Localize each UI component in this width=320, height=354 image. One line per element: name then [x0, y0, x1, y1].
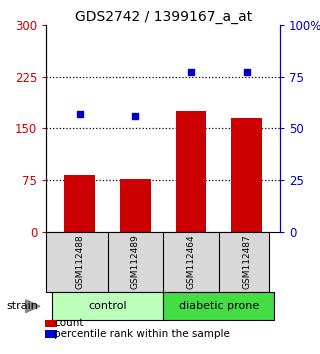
Bar [64, 175, 95, 232]
Text: count: count [54, 318, 84, 328]
Text: percentile rank within the sample: percentile rank within the sample [54, 329, 230, 339]
Text: GSM112487: GSM112487 [242, 235, 251, 289]
Text: GSM112488: GSM112488 [75, 235, 84, 289]
Title: GDS2742 / 1399167_a_at: GDS2742 / 1399167_a_at [75, 10, 252, 24]
Bar [176, 111, 206, 232]
Text: diabetic prone: diabetic prone [179, 301, 259, 311]
Point [77, 111, 82, 117]
Bar [163, 292, 275, 320]
Text: strain: strain [6, 301, 38, 311]
Polygon shape [26, 300, 40, 313]
Bar [231, 118, 262, 232]
Text: GSM112489: GSM112489 [131, 235, 140, 289]
Point [188, 70, 194, 75]
Point [133, 113, 138, 119]
Bar [120, 179, 151, 232]
Text: GSM112464: GSM112464 [187, 235, 196, 289]
Bar [52, 292, 163, 320]
Point [244, 70, 249, 75]
Text: control: control [88, 301, 127, 311]
